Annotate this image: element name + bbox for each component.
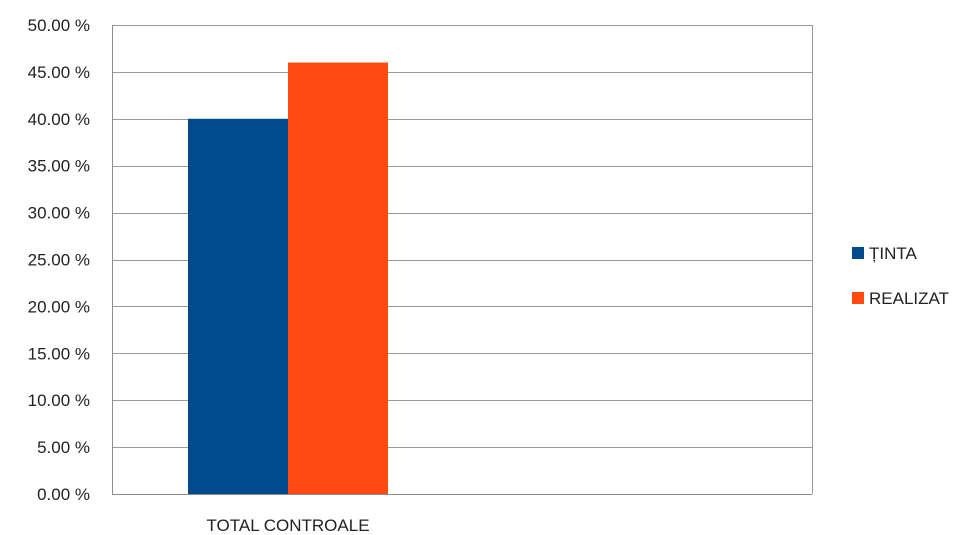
y-tick-label: 40.00 % — [28, 110, 90, 129]
bar-tinta — [188, 118, 288, 495]
legend: ȚINTA REALIZAT — [852, 244, 949, 308]
y-tick-labels: 0.00 % 5.00 % 10.00 % 15.00 % 20.00 % 25.00 %… — [28, 16, 90, 504]
legend-label: REALIZAT — [869, 289, 949, 308]
x-category-labels: TOTAL CONTROALE — [206, 516, 369, 535]
bars — [188, 62, 388, 495]
legend-label: ȚINTA — [869, 244, 918, 263]
y-tick-label: 25.00 % — [28, 251, 90, 270]
legend-swatch — [852, 247, 864, 259]
y-tick-label: 15.00 % — [28, 344, 90, 363]
y-tick-label: 0.00 % — [37, 485, 90, 504]
x-category-label: TOTAL CONTROALE — [206, 516, 369, 535]
y-tick-label: 10.00 % — [28, 391, 90, 410]
y-tick-label: 45.00 % — [28, 63, 90, 82]
y-tick-label: 35.00 % — [28, 157, 90, 176]
bar-realizat — [288, 62, 388, 495]
legend-swatch — [852, 292, 864, 304]
y-tick-label: 20.00 % — [28, 297, 90, 316]
y-tick-label: 5.00 % — [37, 438, 90, 457]
axes — [112, 25, 813, 495]
y-tick-label: 30.00 % — [28, 204, 90, 223]
y-tick-label: 50.00 % — [28, 16, 90, 35]
